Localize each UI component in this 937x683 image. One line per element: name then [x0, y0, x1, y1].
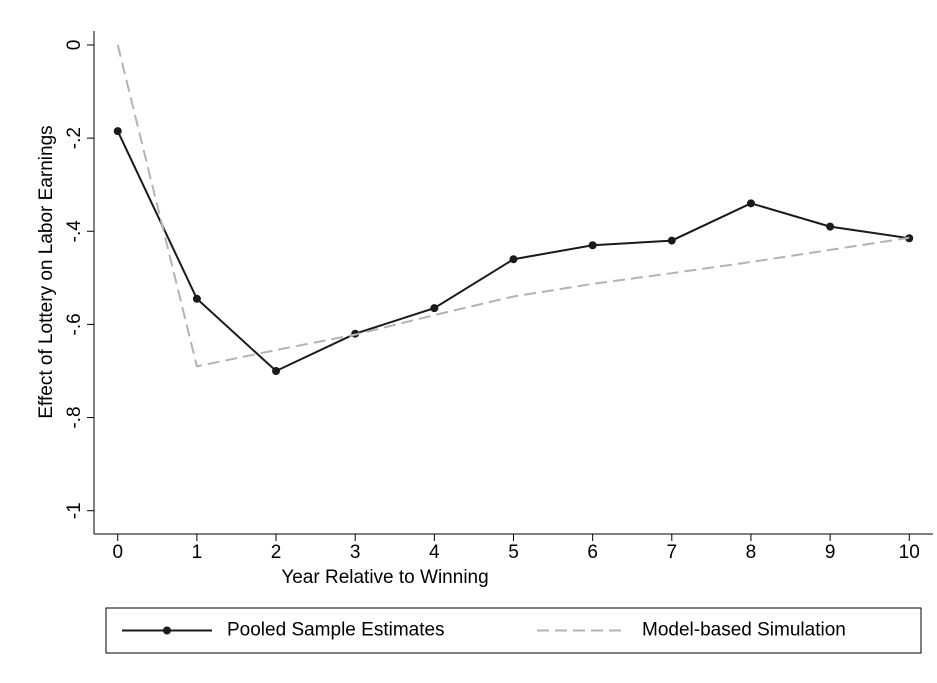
data-point — [746, 199, 755, 208]
y-tick-label: 0 — [64, 40, 85, 51]
x-axis-label: Year Relative to Winning — [281, 567, 488, 588]
x-tick-label: 5 — [508, 542, 519, 563]
y-tick-label: -1 — [64, 502, 85, 519]
y-tick-label: -.8 — [64, 406, 85, 428]
legend-marker — [163, 626, 171, 635]
y-tick-label: -.6 — [64, 313, 85, 335]
data-point — [430, 304, 439, 313]
y-tick-label: -.4 — [64, 220, 85, 243]
data-point — [509, 255, 518, 264]
data-point — [113, 127, 122, 136]
x-tick-label: 4 — [429, 542, 440, 563]
series-line — [116, 130, 910, 373]
data-point — [588, 241, 597, 250]
x-tick-label: 7 — [667, 542, 678, 563]
x-tick-label: 9 — [825, 542, 836, 563]
data-point — [272, 366, 281, 375]
x-tick-label: 1 — [192, 542, 203, 563]
data-point — [667, 236, 676, 245]
y-axis-label: Effect of Lottery on Labor Earnings — [36, 125, 57, 418]
legend-label: Model-based Simulation — [642, 620, 846, 641]
x-tick-label: 2 — [271, 542, 282, 563]
series-line — [116, 44, 910, 368]
data-point — [826, 222, 835, 231]
data-point — [192, 294, 201, 303]
x-tick-label: 8 — [746, 542, 757, 563]
x-tick-label: 10 — [899, 542, 920, 563]
x-tick-label: 0 — [112, 542, 123, 563]
legend-label: Pooled Sample Estimates — [227, 620, 445, 641]
x-tick-label: 6 — [587, 542, 598, 563]
x-tick-label: 3 — [350, 542, 361, 563]
y-tick-label: -.2 — [64, 127, 85, 149]
legend-box — [105, 607, 922, 654]
